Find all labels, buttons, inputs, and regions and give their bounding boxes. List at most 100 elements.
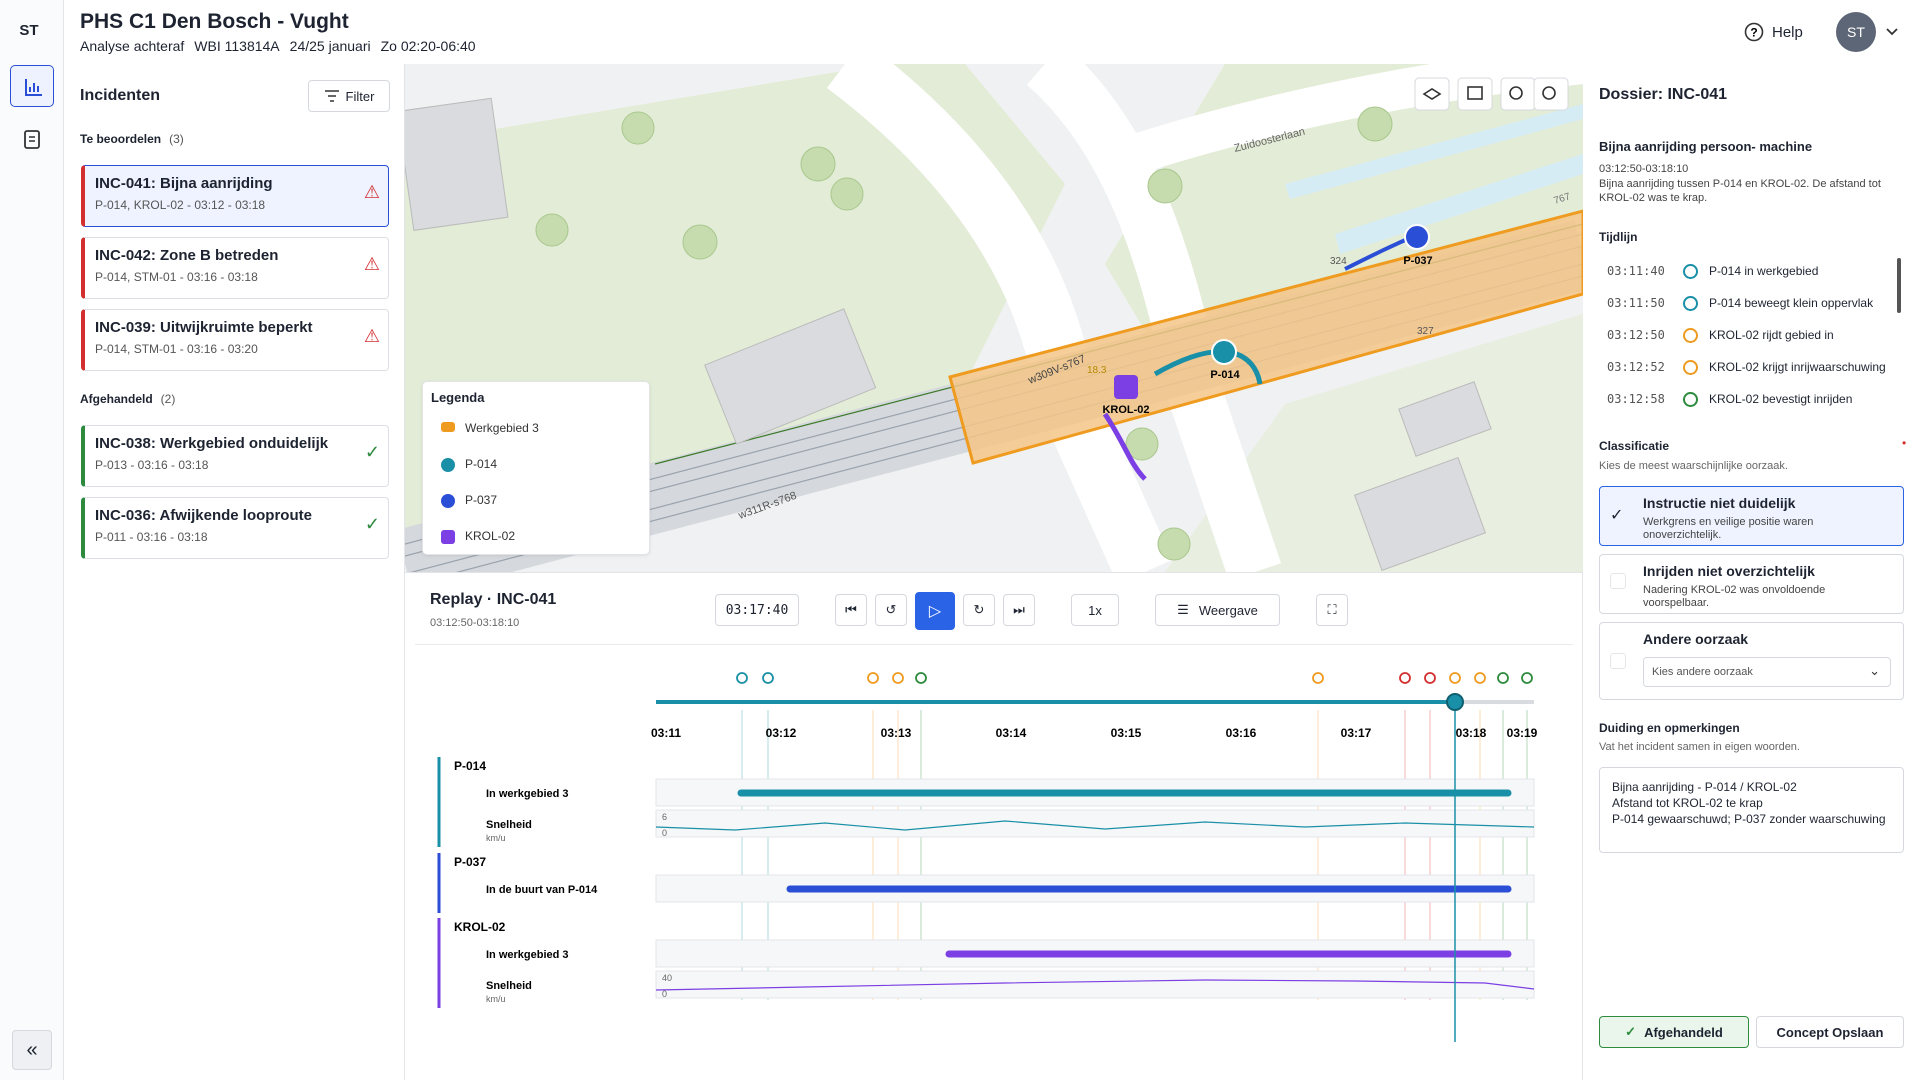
legend-swatch — [441, 494, 455, 508]
map[interactable]: Zuidoosterlaan w309V-s767 w311R-s768 324… — [405, 64, 1583, 572]
event-list: 03:11:40 P-014 in werkgebied 03:11:50 P-014… — [1599, 256, 1904, 416]
event-icon — [1312, 672, 1324, 684]
incident-title: INC-041: Bijna aanrijding — [95, 175, 273, 192]
zoom-out[interactable] — [1533, 77, 1569, 111]
dossier-title: Dossier: INC-041 — [1599, 86, 1728, 103]
legend-label: Werkgebied 3 — [465, 421, 539, 435]
collapse-button[interactable]: « — [12, 1030, 52, 1070]
incident-title: INC-042: Zone B betreden — [95, 247, 279, 264]
notes-input[interactable]: Bijna aanrijding - P-014 / KROL-02 Afstan… — [1599, 767, 1904, 853]
view-button[interactable]: ☰ Weergave — [1155, 594, 1280, 626]
event-time: 03:11:40 — [1607, 264, 1665, 278]
map-legend: Legenda Werkgebied 3 P-014 P-037 KROL-02 — [422, 381, 650, 555]
incident-card[interactable]: INC-041: Bijna aanrijding P-014, KROL-02 … — [81, 165, 389, 227]
speed-button[interactable]: 1x — [1071, 594, 1119, 626]
road — [1098, 64, 1583, 183]
warning-icon: ⚠ — [363, 182, 380, 202]
done-icon: ✓ — [364, 442, 380, 462]
skip-start[interactable]: ⏮ — [835, 594, 867, 626]
check-icon: ✓ — [1625, 1024, 1637, 1039]
event-icon — [1497, 672, 1509, 684]
dossier-range: 03:12:50-03:18:10 — [1599, 163, 1689, 175]
scrollbar — [1897, 258, 1901, 313]
replay-time[interactable]: 03:17:40 — [715, 594, 799, 626]
save-button[interactable]: Concept Opslaan — [1756, 1016, 1904, 1048]
playhead-handle[interactable] — [1446, 693, 1464, 711]
scale-max: 40 — [662, 973, 672, 983]
cause-select[interactable]: Kies andere oorzaak ⌄ — [1643, 657, 1891, 687]
time-tick: 03:18 — [1456, 726, 1487, 740]
krol-marker[interactable] — [1114, 375, 1138, 399]
time-tick: 03:17 — [1341, 726, 1372, 740]
incident-card[interactable]: INC-039: Uitwijkruimte beperkt P-014, STM… — [81, 309, 389, 371]
classification-option[interactable]: ✓ Instructie niet duidelijk Werkgrens en v… — [1599, 486, 1904, 546]
done-button[interactable]: ✓ Afgehandeld — [1599, 1016, 1749, 1048]
group-label: Te beoordelen — [80, 132, 162, 146]
speed-label: 18.3 — [1087, 365, 1107, 376]
row-name: KROL-02 — [454, 920, 506, 934]
event-text: KROL-02 bevestigt inrijden — [1709, 392, 1853, 406]
classification-option[interactable]: Inrijden niet overzichtelijk Nadering KRO… — [1599, 554, 1904, 614]
work-area — [948, 209, 1583, 465]
marker-label: P-014 — [1210, 369, 1240, 381]
classification-option[interactable]: Andere oorzaak Kies andere oorzaak ⌄ — [1599, 622, 1904, 700]
legend-label: KROL-02 — [465, 529, 516, 543]
p037-marker[interactable] — [1404, 224, 1430, 250]
dossier-heading: Bijna aanrijding persoon- machine — [1599, 139, 1813, 154]
forward[interactable]: ↻ — [963, 594, 995, 626]
km-label: 324 — [1330, 256, 1347, 267]
subtitle-part: Zo 02:20-06:40 — [380, 38, 476, 54]
green-area — [1165, 314, 1583, 572]
select-chevron: ⌄ — [1869, 663, 1880, 678]
notes-line: Bijna aanrijding - P-014 / KROL-02 — [1612, 780, 1797, 794]
scale-min: 0 — [662, 989, 667, 999]
fit-button[interactable] — [1457, 77, 1493, 111]
building — [1398, 381, 1492, 457]
user-avatar[interactable]: ST — [1836, 12, 1876, 52]
view-label: Weergave — [1198, 602, 1258, 618]
replay-panel — [405, 572, 1583, 1080]
incident-card[interactable]: INC-036: Afwijkende looproute P-011 - 03:… — [81, 497, 389, 559]
incident-card[interactable]: INC-042: Zone B betreden P-014, STM-01 - … — [81, 237, 389, 299]
replay-title: Replay · INC-041 — [430, 591, 557, 608]
skip-end[interactable]: ⏭ — [1003, 594, 1035, 626]
incident-title: INC-036: Afwijkende looproute — [95, 507, 312, 524]
event-time: 03:12:52 — [1607, 360, 1665, 374]
marker-label: KROL-02 — [1102, 404, 1149, 416]
select-placeholder: Kies andere oorzaak — [1652, 666, 1753, 678]
play-button[interactable]: ▷ — [915, 592, 955, 630]
p014-marker[interactable] — [1211, 339, 1237, 365]
incident-card[interactable]: INC-038: Werkgebied onduidelijk P-013 - 0… — [81, 425, 389, 487]
event-icon — [762, 672, 774, 684]
layers-button[interactable] — [1414, 77, 1450, 111]
event-time: 03:11:50 — [1607, 296, 1665, 310]
event-icon — [1399, 672, 1411, 684]
time-tick: 03:15 — [1111, 726, 1142, 740]
option-check — [1610, 653, 1626, 669]
group-count: (2) — [160, 392, 176, 406]
track-unit: km/u — [486, 833, 506, 843]
event-icon — [915, 672, 927, 684]
event-icon — [1683, 264, 1698, 279]
event-icon — [1474, 672, 1486, 684]
water — [1285, 104, 1583, 199]
page-title: PHS C1 Den Bosch - Vught — [80, 10, 349, 33]
speed-line — [655, 820, 1535, 831]
row-name: P-037 — [454, 855, 486, 869]
option-desc: Nadering KROL-02 was onvoldoende voorspe… — [1643, 584, 1826, 609]
filter-button[interactable]: Filter — [308, 80, 390, 112]
event-icon — [1449, 672, 1461, 684]
incident-title: INC-039: Uitwijkruimte beperkt — [95, 319, 313, 336]
rewind[interactable]: ↺ — [875, 594, 907, 626]
group-header: Afgehandeld (2) — [80, 392, 175, 406]
help-button[interactable]: ? Help — [1744, 22, 1803, 42]
nav-clipboard[interactable] — [20, 127, 44, 151]
option-title: Inrijden niet overzichtelijk — [1643, 563, 1815, 579]
map-tools — [1414, 77, 1569, 111]
fullscreen-button[interactable]: ⛶ — [1316, 594, 1348, 626]
user-menu-chevron[interactable] — [1884, 24, 1900, 40]
nav-analysis[interactable] — [10, 65, 54, 107]
event-time: 03:12:58 — [1607, 392, 1665, 406]
zoom-in[interactable] — [1500, 77, 1536, 111]
event-text: KROL-02 rijdt gebied in — [1709, 328, 1834, 342]
